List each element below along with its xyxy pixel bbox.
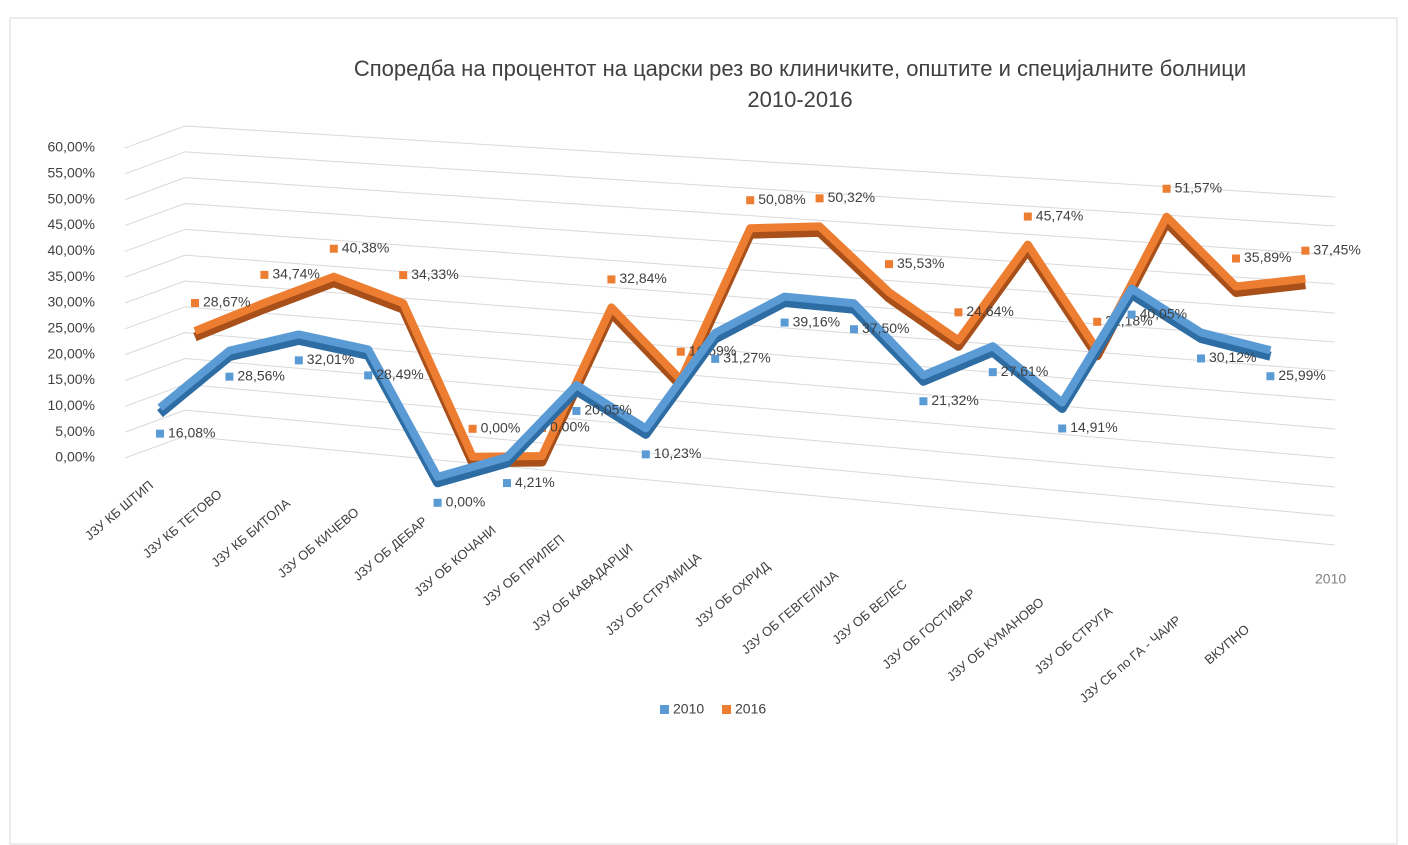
grid-line: [124, 435, 1336, 546]
grid-line: [124, 151, 1336, 227]
data-label: 30,12%: [1209, 349, 1256, 365]
data-label: 31,27%: [723, 350, 770, 366]
y-tick-label: 20,00%: [48, 345, 95, 361]
data-label-marker: [711, 354, 720, 363]
y-tick-label: 0,00%: [55, 449, 95, 465]
y-tick-label: 45,00%: [48, 216, 95, 232]
grid-line: [124, 357, 1336, 459]
data-label: 21,32%: [931, 392, 978, 408]
depth-axis-label: 2010: [1315, 571, 1346, 587]
grid-line: [124, 177, 1336, 256]
data-label-marker: [746, 196, 755, 205]
legend-swatch: [722, 705, 731, 714]
y-tick-label: 55,00%: [48, 165, 95, 181]
y-tick-label: 25,00%: [48, 320, 95, 336]
series-ribbon: [157, 284, 1272, 481]
y-tick-label: 60,00%: [48, 139, 95, 155]
legend-swatch: [660, 705, 669, 714]
data-label: 37,45%: [1313, 241, 1360, 257]
data-label: 0,00%: [481, 420, 521, 436]
y-tick-label: 15,00%: [48, 371, 95, 387]
legend-label: 2016: [735, 701, 766, 717]
data-label: 28,49%: [376, 366, 423, 382]
data-label-marker: [503, 479, 511, 488]
data-label: 14,91%: [1070, 419, 1117, 435]
grid-line: [124, 125, 1336, 198]
data-label-marker: [191, 298, 199, 307]
data-label: 4,21%: [515, 474, 555, 490]
data-label-marker: [954, 308, 963, 317]
data-label: 35,53%: [897, 255, 944, 271]
data-label-marker: [364, 371, 373, 380]
data-label: 34,74%: [272, 266, 319, 282]
data-label-marker: [156, 429, 164, 438]
data-label-marker: [225, 372, 234, 381]
data-label-marker: [1127, 310, 1136, 319]
data-label-marker: [641, 450, 650, 459]
data-label-marker: [1058, 424, 1067, 433]
y-tick-label: 35,00%: [48, 268, 95, 284]
data-label-marker: [294, 356, 303, 365]
chart-title: Споредба на процентот на царски рез во к…: [354, 56, 1246, 81]
data-label: 16,08%: [168, 424, 215, 440]
data-label-marker: [1023, 212, 1032, 221]
data-label: 40,38%: [342, 239, 389, 255]
data-label: 51,57%: [1175, 179, 1222, 195]
grid-line: [124, 332, 1336, 430]
data-label: 28,56%: [237, 367, 284, 383]
data-label-marker: [329, 244, 338, 253]
data-label: 40,05%: [1140, 305, 1187, 321]
data-label: 20,05%: [584, 402, 631, 418]
data-label: 39,16%: [793, 313, 840, 329]
data-label-marker: [1266, 372, 1275, 381]
data-label-marker: [1162, 184, 1171, 193]
data-label: 0,00%: [446, 494, 486, 510]
data-label: 27,61%: [1001, 363, 1048, 379]
data-label: 32,01%: [307, 351, 354, 367]
data-label: 37,50%: [862, 320, 909, 336]
data-label: 50,32%: [828, 189, 875, 205]
chart-title: 2010-2016: [747, 87, 852, 112]
data-label-marker: [1232, 254, 1240, 263]
data-label-marker: [815, 194, 824, 203]
grid-line: [124, 228, 1336, 314]
data-label: 45,74%: [1036, 207, 1083, 223]
data-label-marker: [1197, 354, 1205, 363]
data-label-marker: [1093, 317, 1102, 326]
y-tick-label: 30,00%: [48, 294, 95, 310]
data-label: 32,84%: [619, 270, 666, 286]
data-label: 0,00%: [550, 419, 590, 435]
data-label: 25,99%: [1278, 367, 1325, 383]
data-label-marker: [988, 368, 997, 377]
y-tick-label: 5,00%: [55, 423, 95, 439]
data-label-marker: [850, 325, 858, 334]
legend-label: 2010: [673, 701, 704, 717]
data-label-marker: [919, 397, 928, 406]
data-label: 34,33%: [411, 266, 458, 282]
data-label: 28,67%: [203, 294, 250, 310]
data-label: 24,64%: [966, 303, 1013, 319]
y-tick-label: 50,00%: [48, 190, 95, 206]
data-label-marker: [468, 424, 477, 433]
data-label-marker: [1301, 246, 1310, 255]
data-label: 10,23%: [654, 445, 701, 461]
data-label-marker: [676, 347, 685, 356]
data-label-marker: [433, 498, 442, 507]
data-label-marker: [399, 271, 408, 280]
grid-line: [124, 409, 1336, 517]
data-label-marker: [572, 406, 581, 415]
y-tick-label: 10,00%: [48, 397, 95, 413]
data-label-marker: [260, 270, 269, 279]
grid-line: [124, 202, 1336, 285]
data-label: 35,89%: [1244, 249, 1291, 265]
grid-line: [124, 254, 1336, 343]
data-label-marker: [885, 260, 893, 269]
data-label-marker: [780, 318, 789, 327]
y-tick-label: 40,00%: [48, 242, 95, 258]
data-label-marker: [607, 275, 616, 284]
data-label: 50,08%: [758, 191, 805, 207]
